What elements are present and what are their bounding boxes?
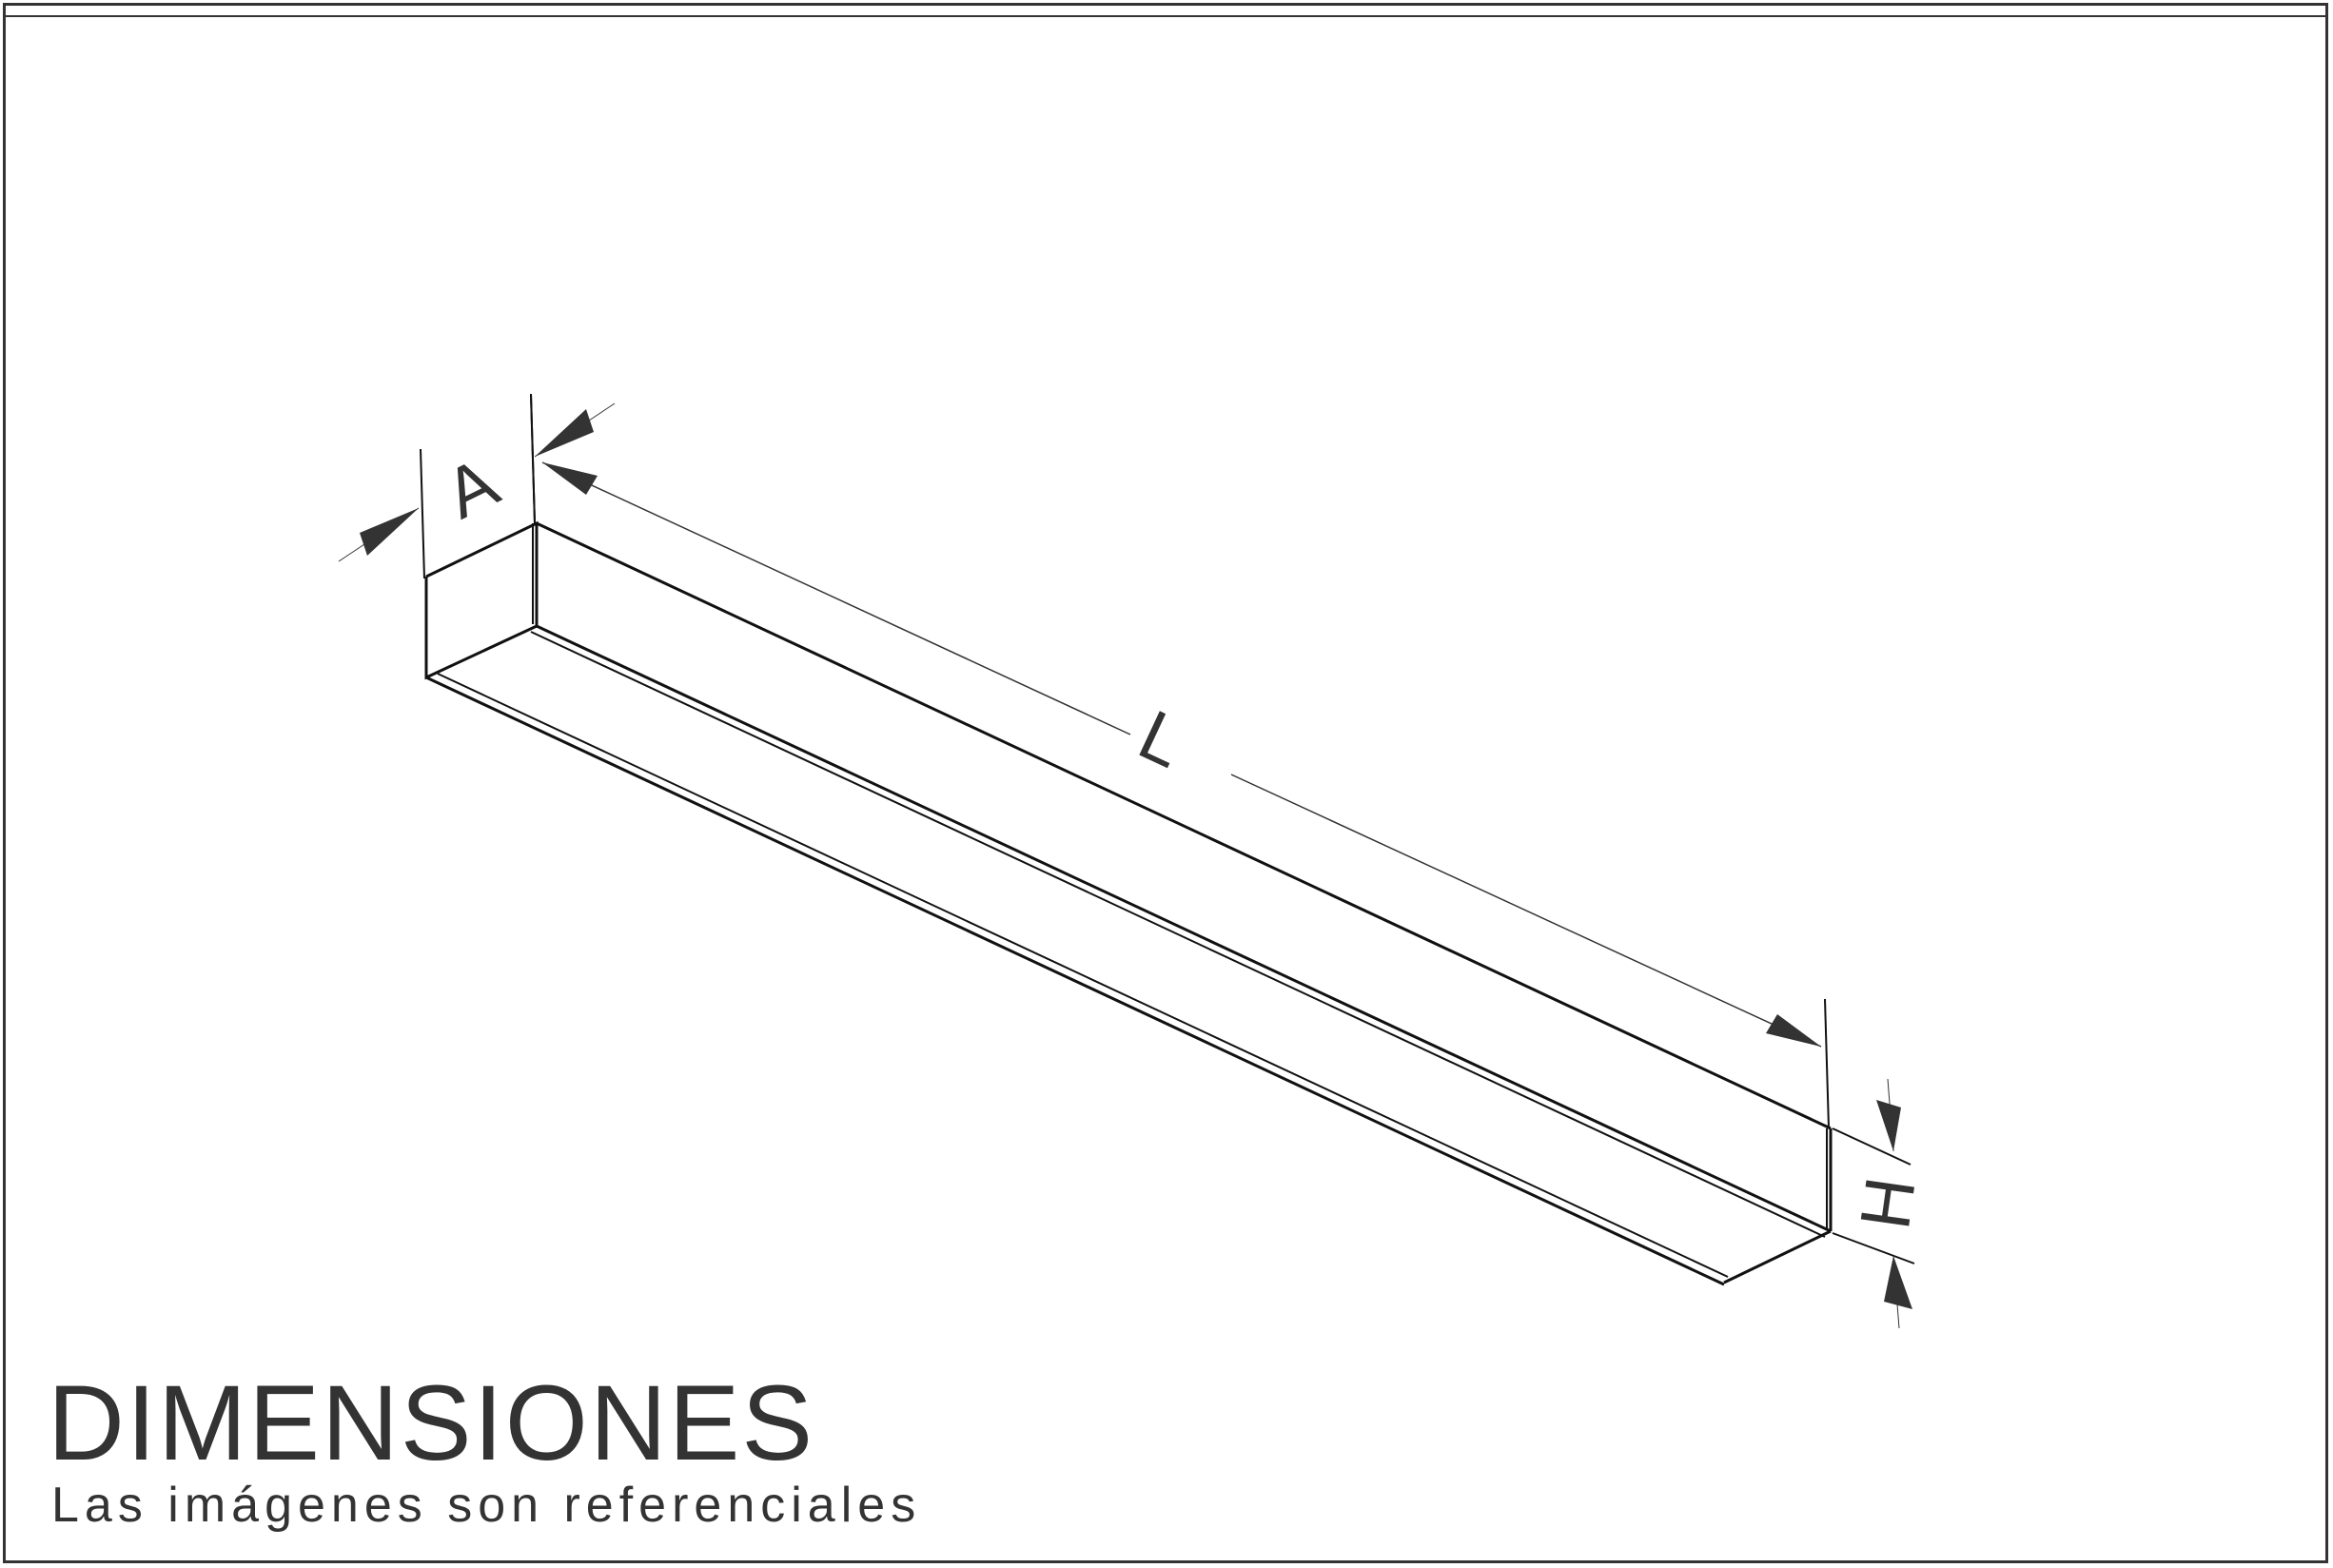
dim-l-arrow-left [542, 462, 598, 495]
dim-h-label: H [1845, 1172, 1931, 1233]
page-frame [3, 3, 2328, 1563]
profile-body [424, 520, 1833, 1286]
dim-h-arrow-bottom [1884, 1256, 1912, 1309]
dim-h-extension-top [1832, 1127, 1911, 1166]
dim-l-arrow-right [1766, 1014, 1821, 1047]
dim-a-extension-left [420, 448, 425, 579]
middle-long-edge [536, 624, 1832, 1233]
dim-h-extension-bottom [1832, 1232, 1915, 1264]
dim-a-label: A [433, 441, 510, 534]
top-rule [3, 15, 2328, 17]
left-end-face [424, 520, 539, 680]
bottom-long-edge-inner [437, 673, 1729, 1278]
dim-l-label: L [1127, 695, 1196, 783]
page-subtitle: Las imágenes son referenciales [51, 1478, 922, 1533]
middle-long-edge-inner [530, 631, 1826, 1238]
dimension-L: L [530, 393, 1830, 1129]
dimension-H: H [1832, 1078, 1931, 1329]
page-title: DIMENSIONES [48, 1363, 815, 1482]
dim-h-arrow-top [1876, 1100, 1901, 1151]
dim-l-extension-right [1824, 998, 1830, 1129]
dim-l-extension-left [530, 393, 536, 524]
dim-a-arrow-left [360, 508, 419, 556]
top-long-edge [536, 521, 1832, 1130]
dim-a-arrow-right [535, 409, 594, 457]
dim-l-line-segment-1 [541, 461, 1131, 735]
bottom-long-edge [425, 676, 1725, 1286]
right-bottom-edge [1723, 1229, 1832, 1284]
dim-l-line-segment-2 [1230, 774, 1822, 1048]
